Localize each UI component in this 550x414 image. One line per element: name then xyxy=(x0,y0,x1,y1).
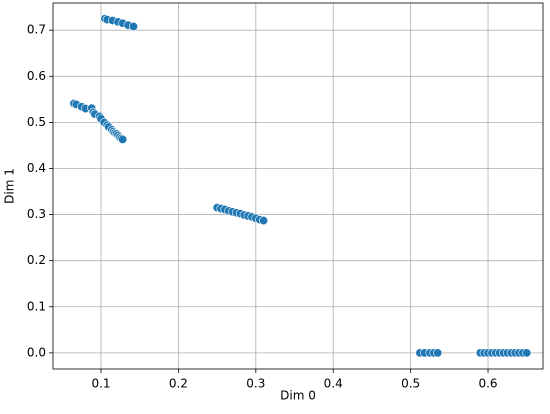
point xyxy=(129,22,139,32)
y-tick-label: 0.3 xyxy=(27,207,46,221)
x-axis-label: Dim 0 xyxy=(280,389,316,403)
y-tick-label: 0.0 xyxy=(27,345,46,359)
x-tick-label: 0.5 xyxy=(401,377,420,391)
point xyxy=(433,348,443,358)
y-tick-label: 0.2 xyxy=(27,253,46,267)
y-tick-label: 0.5 xyxy=(27,115,46,129)
point xyxy=(522,348,532,358)
y-tick-label: 0.4 xyxy=(27,161,46,175)
y-tick-label: 0.6 xyxy=(27,69,46,83)
plot-frame xyxy=(52,2,544,370)
x-tick-label: 0.4 xyxy=(324,377,343,391)
point xyxy=(118,134,128,144)
point xyxy=(259,216,269,226)
x-tick-label: 0.2 xyxy=(169,377,188,391)
y-tick-label: 0.1 xyxy=(27,299,46,313)
y-axis-label: Dim 1 xyxy=(3,168,17,204)
y-tick-label: 0.7 xyxy=(27,23,46,37)
x-tick-label: 0.1 xyxy=(91,377,110,391)
x-tick-label: 0.3 xyxy=(246,377,265,391)
x-tick-label: 0.6 xyxy=(478,377,497,391)
